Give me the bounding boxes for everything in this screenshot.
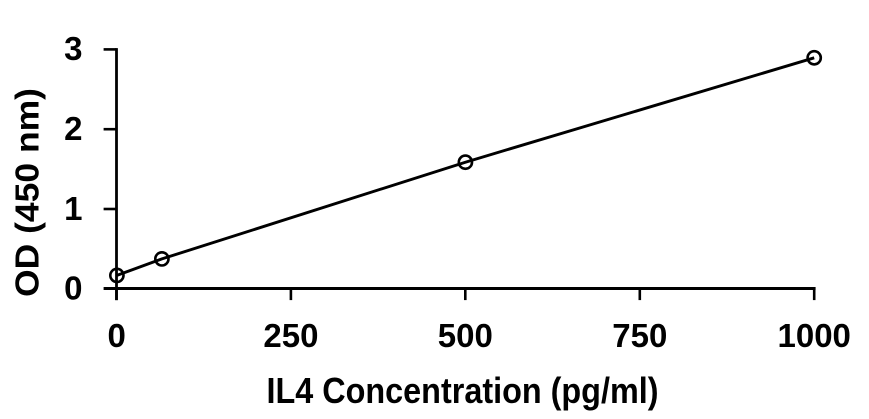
svg-text:0: 0	[108, 317, 126, 354]
svg-text:1000: 1000	[777, 317, 850, 354]
svg-text:500: 500	[438, 317, 493, 354]
svg-text:IL4 Concentration (pg/ml): IL4 Concentration (pg/ml)	[267, 370, 659, 411]
svg-text:2: 2	[64, 110, 82, 147]
svg-text:3: 3	[64, 30, 82, 67]
svg-text:250: 250	[263, 317, 318, 354]
svg-text:750: 750	[612, 317, 667, 354]
svg-text:0: 0	[64, 270, 82, 307]
svg-text:1: 1	[64, 190, 82, 227]
svg-text:OD (450 nm): OD (450 nm)	[10, 88, 47, 297]
